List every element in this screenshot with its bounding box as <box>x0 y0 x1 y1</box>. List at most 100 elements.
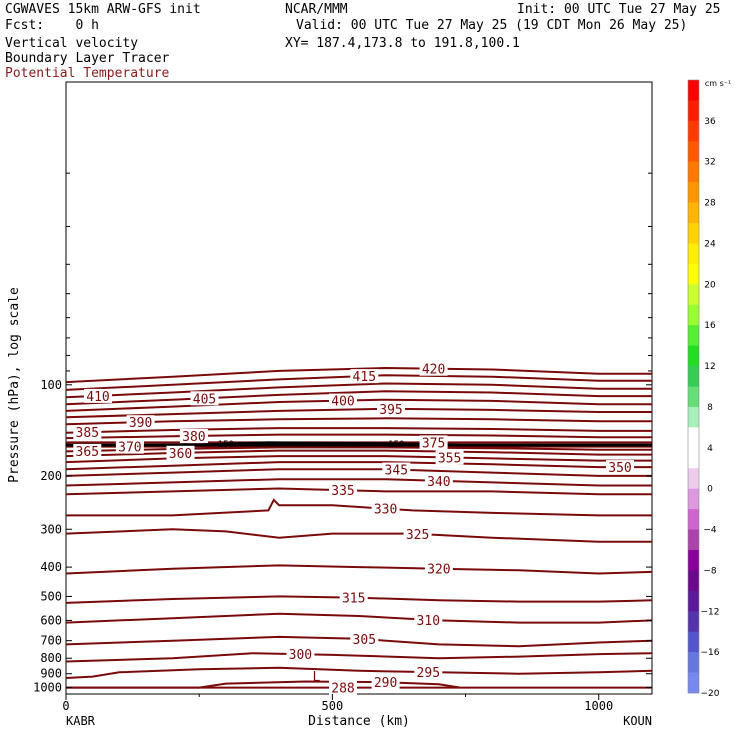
tracer-label: 150 <box>218 440 234 450</box>
contour-label-bg <box>371 675 400 690</box>
contour-label-bg <box>179 429 208 443</box>
contour-label-bg <box>339 590 368 605</box>
contour-label-300: 300 <box>289 648 312 663</box>
contour-label-bg <box>286 647 315 662</box>
right-endpoint-station: KOUN <box>623 714 652 728</box>
theta-contour-420 <box>65 366 652 384</box>
x-axis-label: Distance (km) <box>308 714 410 729</box>
contour-label-bg <box>377 401 405 416</box>
cross-section-endpoints: XY= 187.4,173.8 to 191.8,100.1 <box>285 36 520 51</box>
colorbar-cell <box>688 223 699 244</box>
colorbar-cell <box>688 570 699 592</box>
contour-label-420: 420 <box>422 363 445 378</box>
contour-label-bg <box>190 391 219 406</box>
colorbar-cell <box>688 386 699 408</box>
contour-label-bg <box>371 501 400 516</box>
contour-label-bg <box>419 361 448 376</box>
theta-contour-380 <box>65 433 652 440</box>
left-endpoint-station: KABR <box>66 714 96 728</box>
colorbar-tick-label: 12 <box>704 362 715 372</box>
colorbar-tick-label: 36 <box>704 117 716 127</box>
contour-label-390: 390 <box>129 416 152 431</box>
theta-contour-400 <box>65 398 652 412</box>
y-tick-label: 300 <box>40 522 62 536</box>
contour-label-bg <box>84 388 112 403</box>
contour-label-415: 415 <box>353 370 376 385</box>
contour-label-bg <box>329 393 357 408</box>
valid-time: Valid: 00 UTC Tue 27 May 25 (19 CDT Mon … <box>296 18 688 33</box>
colorbar-cell <box>688 263 699 285</box>
contour-label-395: 395 <box>379 403 402 418</box>
colorbar-cell <box>688 468 699 489</box>
contour-label-bg <box>382 462 411 477</box>
contour-label-315: 315 <box>342 592 365 607</box>
y-tick-label: 500 <box>40 589 62 603</box>
colorbar-frame <box>687 79 700 694</box>
colorbar-cell <box>688 529 699 551</box>
contour-label-320: 320 <box>427 563 450 578</box>
colorbar-tick-label: −20 <box>701 689 720 699</box>
theta-contour-390 <box>65 417 652 426</box>
colorbar-cell <box>688 345 699 367</box>
contour-label-295: 295 <box>417 666 440 681</box>
colorbar-cell <box>688 611 699 632</box>
vertical-velocity-colorbar: 36 32 28 24 20 16 12 8 4 0 −4 −8 −12 −16 −20 <box>687 79 720 699</box>
colorbar-cell <box>688 406 699 428</box>
theta-contour-300 <box>65 652 653 663</box>
theta-contour-340 <box>65 478 652 487</box>
contour-label-335: 335 <box>331 484 354 499</box>
contour-label-370: 370 <box>118 441 141 456</box>
contour-label-bg <box>166 445 195 460</box>
theta-contour-295 <box>65 666 653 679</box>
y-tick-label: 400 <box>40 560 62 574</box>
colorbar-tick-label: 20 <box>704 280 716 290</box>
contour-label-bg <box>350 369 379 384</box>
colorbar-cell <box>688 652 699 673</box>
colorbar-tick-label: 4 <box>707 444 713 454</box>
theta-contour-345 <box>65 468 652 477</box>
colorbar-cell <box>688 631 699 653</box>
field-boundary-layer-tracer: Boundary Layer Tracer <box>5 51 170 66</box>
colorbar-cell <box>688 366 699 387</box>
contour-label-345: 345 <box>385 464 408 479</box>
colorbar-units: cm s⁻¹ <box>705 79 731 88</box>
contour-label-385: 385 <box>76 426 99 441</box>
init-time: Init: 00 UTC Tue 27 May 25 <box>517 2 721 17</box>
contour-label-380: 380 <box>182 430 205 445</box>
colorbar-cell <box>688 509 699 530</box>
colorbar-cell <box>688 447 699 469</box>
contour-label-340: 340 <box>427 475 450 490</box>
y-tick-label: 800 <box>40 651 62 665</box>
theta-contour-320 <box>65 564 653 575</box>
contour-label-355: 355 <box>438 452 461 467</box>
contour-label-bg <box>419 435 448 450</box>
contour-label-350: 350 <box>608 461 631 476</box>
contour-label-bg <box>115 439 144 454</box>
theta-contour-315 <box>65 595 653 604</box>
colorbar-cell <box>688 120 699 142</box>
contour-label-400: 400 <box>331 395 354 410</box>
contour-label-bg <box>403 526 432 541</box>
contour-label-325: 325 <box>406 528 429 543</box>
colorbar-tick-label: −8 <box>703 566 717 576</box>
theta-contour-305 <box>65 635 653 648</box>
theta-contour-330 <box>66 498 652 517</box>
contour-label-bg <box>350 632 379 647</box>
theta-contour-405 <box>65 390 652 406</box>
colorbar-cell <box>688 182 699 203</box>
contour-label-bg <box>424 473 453 488</box>
theta-contour-350 <box>65 461 652 471</box>
colorbar-cell <box>688 325 699 346</box>
theta-contour-325 <box>65 528 652 543</box>
colorbar-cell <box>688 243 699 265</box>
colorbar-cell <box>688 100 699 122</box>
colorbar-cell <box>688 488 699 510</box>
theta-contour-labels: 288 290 295 300 305 310 315 320 325 330 335 340 345 3… <box>73 361 634 697</box>
y-tick-label: 100 <box>40 378 62 392</box>
colorbar-cell <box>688 141 699 163</box>
contour-label-405: 405 <box>193 392 216 407</box>
colorbar-cell <box>688 284 699 306</box>
theta-contour-310 <box>65 612 653 624</box>
